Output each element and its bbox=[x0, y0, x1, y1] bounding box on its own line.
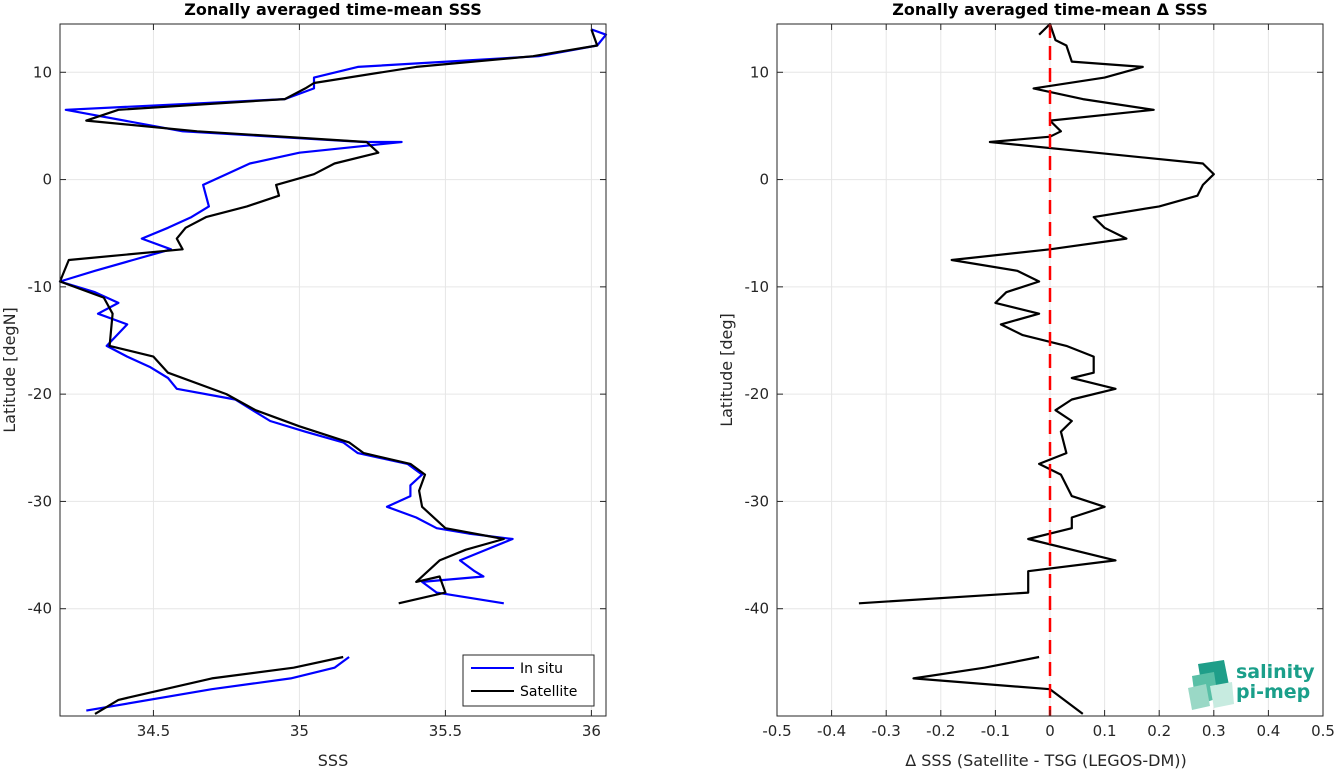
right-x-tick-label: 0.3 bbox=[1202, 722, 1226, 740]
legend: In situ Satellite bbox=[462, 654, 595, 707]
left-series-line-satellite-0 bbox=[58, 29, 599, 605]
right-y-tick-label: -20 bbox=[745, 385, 770, 403]
legend-label-satellite: Satellite bbox=[520, 684, 577, 700]
legend-label-in-situ: In situ bbox=[520, 661, 563, 677]
left-y-tick-label: -30 bbox=[28, 492, 53, 510]
left-x-tick-label: 35.5 bbox=[429, 722, 462, 740]
right-x-tick-label: -0.3 bbox=[872, 722, 901, 740]
left-chart-xlabel: SSS bbox=[318, 751, 348, 769]
logo-text-salinity: salinity bbox=[1236, 661, 1315, 683]
left-y-tick-label: -40 bbox=[28, 600, 53, 618]
left-series-line-in-situ-0 bbox=[58, 28, 608, 605]
right-chart-ylabel: Latitude [deg] bbox=[717, 313, 736, 427]
left-chart-frame bbox=[59, 23, 607, 717]
left-y-tick-label: 10 bbox=[33, 63, 52, 81]
right-series-line-delta-0 bbox=[858, 22, 1215, 605]
right-chart-xlabel: Δ SSS (Satellite - TSG (LEGOS-DM)) bbox=[905, 751, 1187, 769]
left-series-line-satellite-1 bbox=[94, 655, 344, 715]
right-y-tick-label: 10 bbox=[750, 63, 769, 81]
left-series-line-in-situ-1 bbox=[86, 656, 350, 712]
right-y-tick-label: -40 bbox=[745, 600, 770, 618]
left-x-tick-label: 34.5 bbox=[137, 722, 170, 740]
legend-box bbox=[462, 654, 595, 707]
right-y-tick-label: -30 bbox=[745, 492, 770, 510]
right-x-tick-label: -0.2 bbox=[926, 722, 955, 740]
right-x-tick-label: 0.4 bbox=[1256, 722, 1280, 740]
right-x-tick-label: 0 bbox=[1045, 722, 1055, 740]
salinity-pi-mep-logo: salinity pi-mep bbox=[1188, 660, 1315, 710]
left-chart-ticks: 34.5 35 35.5 36 -40 -30 -20 -10 0 10 bbox=[28, 24, 606, 740]
right-chart-series bbox=[858, 22, 1215, 716]
right-chart-title: Zonally averaged time-mean Δ SSS bbox=[892, 0, 1208, 19]
left-chart-title: Zonally averaged time-mean SSS bbox=[184, 0, 482, 19]
right-x-tick-label: -0.4 bbox=[817, 722, 846, 740]
right-series-line-delta-1 bbox=[912, 655, 1084, 715]
right-chart-delta-sss: -0.5 -0.4 -0.3 -0.2 -0.1 0 0.1 0.2 0.3 0.4 0.5 -40 -… bbox=[717, 0, 1335, 769]
right-x-tick-label: -0.5 bbox=[762, 722, 791, 740]
right-x-tick-label: 0.1 bbox=[1093, 722, 1117, 740]
left-chart-series bbox=[58, 28, 608, 715]
left-chart-sss: 34.5 35 35.5 36 -40 -30 -20 -10 0 10 Zonally aver… bbox=[0, 0, 608, 769]
right-x-tick-label: 0.2 bbox=[1147, 722, 1171, 740]
right-y-tick-label: 0 bbox=[759, 171, 769, 189]
left-y-tick-label: -10 bbox=[28, 278, 53, 296]
right-chart-grid bbox=[776, 24, 1324, 716]
right-y-tick-label: -10 bbox=[745, 278, 770, 296]
left-y-tick-label: 0 bbox=[42, 171, 52, 189]
logo-mark-icon bbox=[1188, 660, 1234, 710]
left-chart-grid bbox=[60, 24, 606, 716]
right-chart-ticks: -0.5 -0.4 -0.3 -0.2 -0.1 0 0.1 0.2 0.3 0.4 0.5 -40 -… bbox=[745, 24, 1335, 740]
left-x-tick-label: 36 bbox=[582, 722, 601, 740]
right-x-tick-label: 0.5 bbox=[1311, 722, 1335, 740]
logo-text-pi-mep: pi-mep bbox=[1236, 681, 1310, 703]
left-chart-ylabel: Latitude [degN] bbox=[0, 307, 19, 433]
left-x-tick-label: 35 bbox=[290, 722, 309, 740]
right-x-tick-label: -0.1 bbox=[981, 722, 1010, 740]
left-y-tick-label: -20 bbox=[28, 385, 53, 403]
